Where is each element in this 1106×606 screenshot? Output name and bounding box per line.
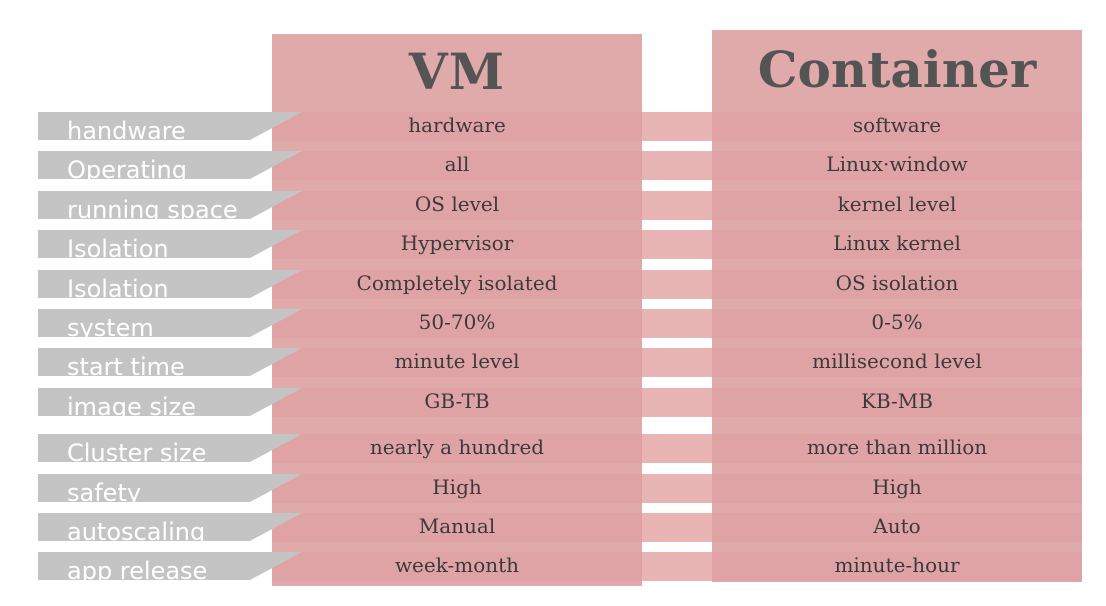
vm-value: GB-TB: [424, 389, 490, 413]
row-label-arrow: [250, 348, 302, 376]
container-value: Auto: [873, 514, 921, 538]
row-label-tag: start time: [38, 348, 250, 376]
row-connector: [642, 474, 712, 503]
row-label-arrow: [250, 388, 302, 416]
vm-value: hardware: [408, 113, 506, 137]
row-band: [712, 309, 1082, 338]
row-label-arrow: [250, 552, 302, 580]
vm-value: Completely isolated: [356, 271, 558, 295]
row-band: [712, 552, 1082, 581]
container-value: more than million: [806, 435, 988, 459]
vm-value: 50-70%: [418, 310, 496, 334]
row-connector: [642, 230, 712, 259]
row-label-arrow: [250, 309, 302, 337]
row-band: [712, 513, 1082, 542]
row-label: image size: [67, 393, 196, 416]
container-header: Container: [757, 40, 1037, 99]
row-band: [272, 513, 642, 542]
vm-value: OS level: [414, 192, 500, 216]
row-band: [272, 434, 642, 463]
row-label-tag: Operating: [38, 151, 250, 179]
row-label: start time: [67, 353, 185, 376]
row-band: [272, 388, 642, 417]
row-band: [712, 230, 1082, 259]
row-label: Isolation: [67, 235, 169, 258]
row-label: running space: [67, 196, 238, 219]
row-band: [712, 112, 1082, 141]
row-label: system: [67, 314, 154, 337]
row-band: [272, 151, 642, 180]
row-label-tag: Cluster size: [38, 434, 250, 462]
vm-value: minute level: [394, 349, 520, 373]
vm-value: Hypervisor: [400, 231, 514, 255]
row-label-arrow: [250, 474, 302, 502]
row-band: [712, 434, 1082, 463]
row-label: Operating: [67, 156, 187, 179]
row-band: [272, 230, 642, 259]
container-value: Linux·window: [826, 152, 968, 176]
vm-header: VM: [408, 42, 506, 101]
row-band: [712, 270, 1082, 299]
row-label-arrow: [250, 191, 302, 219]
row-label-tag: autoscaling: [38, 513, 250, 541]
row-label: Isolation: [67, 275, 169, 298]
row-label: autoscaling: [67, 518, 206, 541]
container-value: OS isolation: [835, 271, 959, 295]
container-value: minute-hour: [834, 553, 960, 577]
row-connector: [642, 348, 712, 377]
row-label-arrow: [250, 270, 302, 298]
row-connector: [642, 270, 712, 299]
vm-value: Manual: [418, 514, 496, 538]
row-band: [712, 191, 1082, 220]
vm-value: High: [432, 475, 482, 499]
container-value: Linux kernel: [833, 231, 961, 255]
row-band: [272, 474, 642, 503]
container-value: 0-5%: [871, 310, 923, 334]
row-band: [272, 348, 642, 377]
container-value: High: [872, 475, 922, 499]
row-label-tag: safety: [38, 474, 250, 502]
row-label-arrow: [250, 513, 302, 541]
row-label-tag: Isolation: [38, 270, 250, 298]
row-band: [272, 112, 642, 141]
row-band: [712, 348, 1082, 377]
row-label: handware: [67, 117, 186, 140]
row-connector: [642, 552, 712, 581]
row-label-tag: running space: [38, 191, 250, 219]
row-label-tag: app release: [38, 552, 250, 580]
row-connector: [642, 309, 712, 338]
row-connector: [642, 434, 712, 463]
row-connector: [642, 388, 712, 417]
row-label-arrow: [250, 151, 302, 179]
row-label-arrow: [250, 112, 302, 140]
row-label: safety: [67, 479, 142, 502]
row-label-tag: system: [38, 309, 250, 337]
vm-value: all: [444, 152, 470, 176]
row-connector: [642, 191, 712, 220]
row-label-tag: handware: [38, 112, 250, 140]
row-label: Cluster size: [67, 439, 207, 462]
row-label-arrow: [250, 230, 302, 258]
row-connector: [642, 151, 712, 180]
container-value: kernel level: [837, 192, 957, 216]
container-value: software: [852, 113, 942, 137]
row-label: app release: [67, 557, 208, 580]
row-band: [712, 388, 1082, 417]
row-band: [712, 474, 1082, 503]
row-label-tag: image size: [38, 388, 250, 416]
row-connector: [642, 112, 712, 141]
container-value: millisecond level: [812, 349, 982, 373]
row-label-tag: Isolation: [38, 230, 250, 258]
container-value: KB-MB: [861, 389, 933, 413]
vm-value: week-month: [394, 553, 520, 577]
row-band: [272, 270, 642, 299]
row-band: [272, 191, 642, 220]
vm-value: nearly a hundred: [369, 435, 545, 459]
row-band: [272, 552, 642, 581]
row-band: [712, 151, 1082, 180]
row-label-arrow: [250, 434, 302, 462]
row-band: [272, 309, 642, 338]
row-connector: [642, 513, 712, 542]
